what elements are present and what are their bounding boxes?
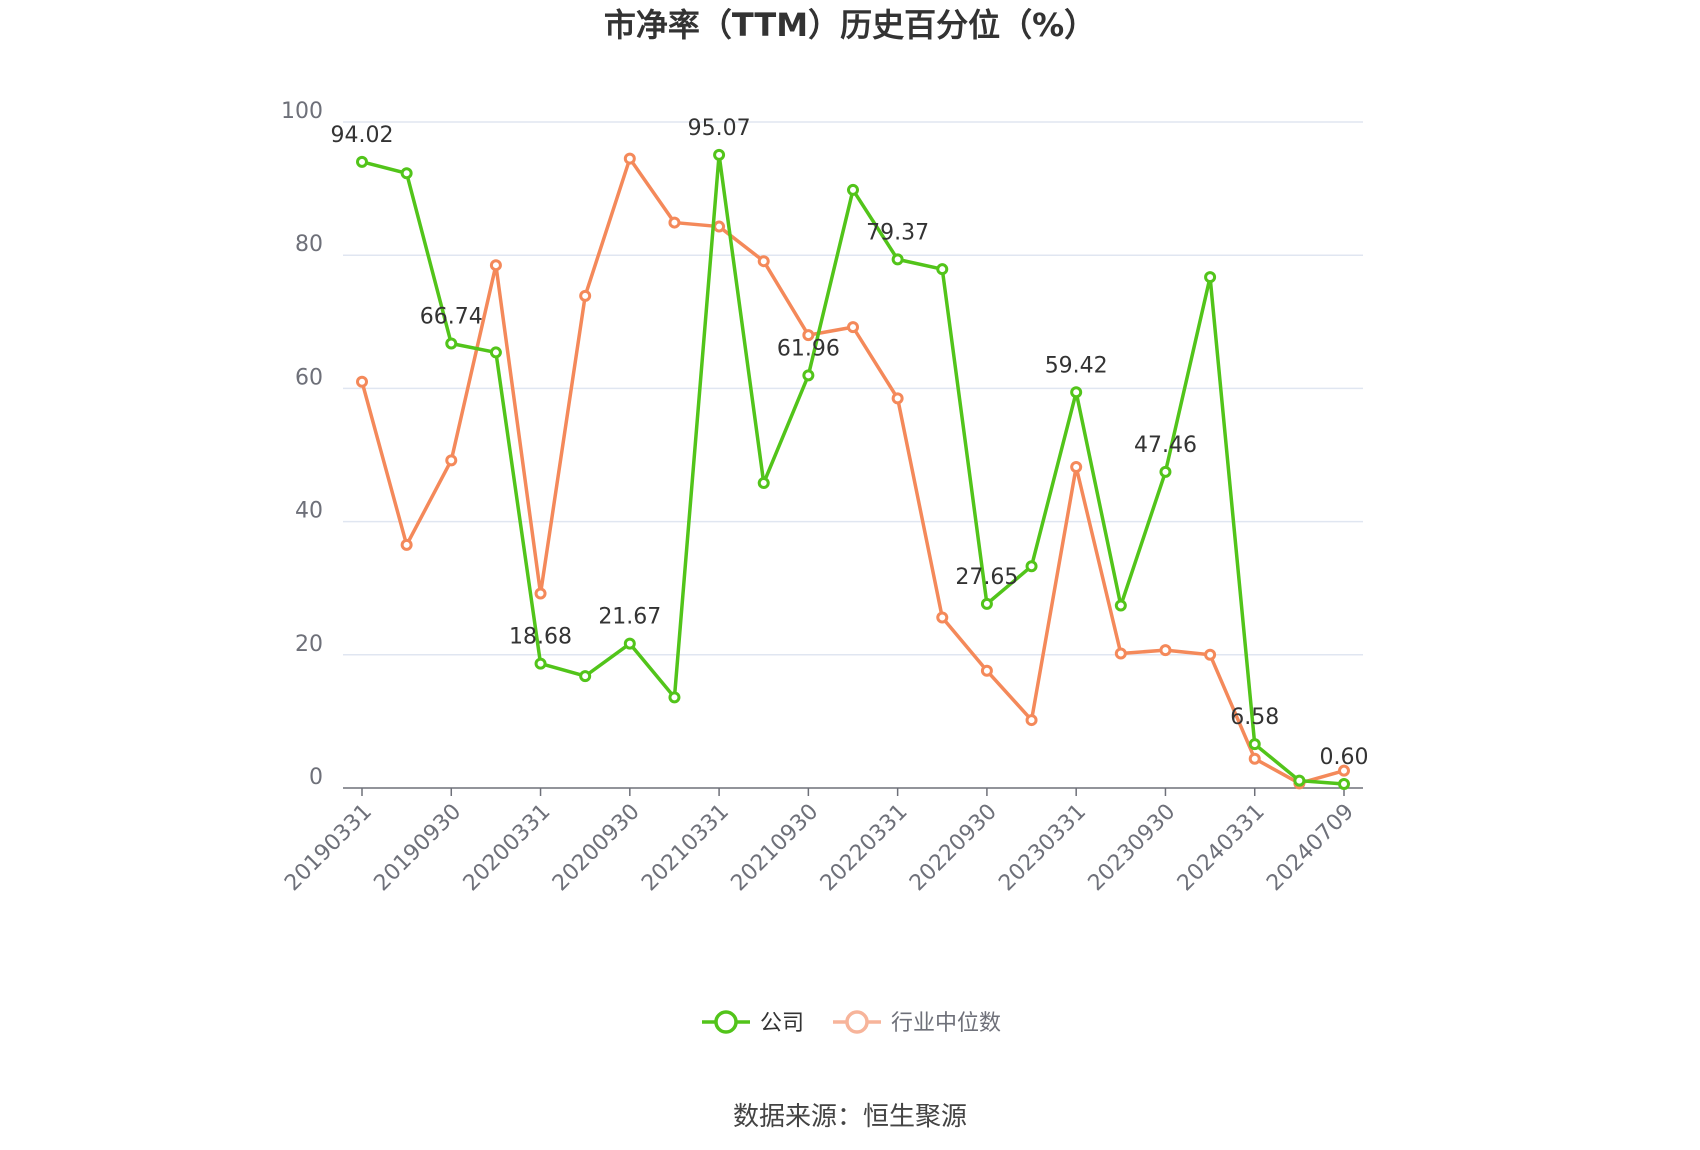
grid-lines (343, 121, 1363, 656)
data-point (579, 289, 592, 302)
x-tick-label: 20190331 (280, 799, 377, 896)
data-point (1248, 738, 1261, 751)
data-point (1338, 778, 1350, 791)
x-tick-label: 20210930 (726, 799, 823, 896)
legend-label: 公司 (760, 1011, 804, 1036)
data-point (356, 375, 368, 388)
data-point (579, 670, 592, 683)
data-point (1070, 386, 1083, 399)
series-line (361, 153, 1345, 786)
series-line (360, 156, 1345, 786)
data-point (668, 691, 681, 704)
data-label: 61.96 (777, 336, 840, 361)
data-point (891, 392, 904, 405)
legend-marker (845, 1010, 869, 1034)
data-point (1248, 752, 1261, 765)
y-tick-label: 20 (295, 632, 323, 657)
data-point (400, 167, 413, 180)
data-point (1159, 465, 1172, 478)
data-point (668, 216, 681, 229)
data-point (936, 611, 949, 624)
legend-marker (714, 1010, 738, 1034)
data-point (757, 476, 770, 489)
y-tick-label: 100 (281, 99, 323, 124)
data-point (1070, 460, 1083, 473)
data-point (713, 220, 726, 233)
data-point (1293, 774, 1306, 787)
data-label: 18.68 (509, 625, 572, 650)
data-point (891, 253, 904, 266)
data-point (534, 657, 547, 670)
data-point (980, 664, 993, 677)
x-tick-label: 20190930 (369, 799, 466, 896)
data-point (1159, 644, 1172, 657)
data-point (802, 369, 815, 382)
y-tick-label: 60 (295, 365, 323, 390)
data-point (713, 148, 726, 161)
data-point (623, 152, 636, 165)
chart-title: 市净率（TTM）历史百分位（%） (604, 6, 1096, 44)
x-axis: 2019033120190930202003312020093020210331… (280, 787, 1363, 896)
data-point (847, 183, 859, 196)
data-point (1338, 764, 1350, 777)
x-tick-label: 20210331 (637, 799, 734, 896)
data-point (445, 454, 458, 467)
x-tick-label: 20230331 (994, 799, 1091, 896)
data-point (1025, 714, 1038, 727)
source-note: 数据来源：恒生聚源 (733, 1102, 967, 1132)
data-point (757, 255, 770, 268)
data-point (1114, 647, 1127, 660)
y-axis: 0 20 40 60 80 100 (281, 99, 323, 790)
data-point (1114, 599, 1127, 612)
y-tick-label: 40 (295, 499, 323, 524)
data-label: 95.07 (688, 116, 751, 141)
data-point (623, 637, 636, 650)
data-point (489, 259, 502, 272)
x-tick-label: 20220930 (905, 799, 1002, 896)
series-group (356, 148, 1350, 791)
y-tick-label: 0 (309, 765, 323, 790)
data-label: 47.46 (1134, 433, 1197, 458)
data-point (802, 329, 815, 342)
x-tick-label: 20200930 (548, 799, 645, 896)
data-label: 94.02 (331, 123, 394, 148)
data-point (1204, 271, 1217, 284)
x-tick-label: 20240709 (1262, 799, 1359, 896)
x-tick-label: 20230930 (1084, 799, 1181, 896)
data-label: 27.65 (955, 565, 1018, 590)
data-point (1204, 648, 1217, 661)
data-label: 59.42 (1045, 353, 1108, 378)
data-labels: 94.02 66.74 18.68 21.67 95.07 61.96 79.37 27.65… (331, 116, 1369, 770)
legend[interactable]: 公司 行业中位数 (702, 1010, 1001, 1036)
data-label: 79.37 (866, 220, 929, 245)
x-tick-label: 20240331 (1173, 799, 1270, 896)
x-tick-label: 20200331 (459, 799, 556, 896)
x-tick-label: 20220331 (816, 799, 913, 896)
data-point (400, 538, 413, 551)
data-point (445, 337, 458, 350)
data-point (534, 587, 547, 600)
data-label: 21.67 (598, 605, 661, 630)
data-label: 66.74 (420, 305, 483, 330)
legend-label: 行业中位数 (891, 1011, 1001, 1036)
data-point (936, 263, 949, 276)
data-point (847, 321, 859, 334)
data-point (1025, 560, 1038, 573)
y-tick-label: 80 (295, 232, 323, 257)
data-point (356, 155, 368, 168)
data-point (489, 346, 502, 359)
data-label: 6.58 (1230, 705, 1279, 730)
data-label: 0.60 (1320, 745, 1369, 770)
data-point (980, 597, 993, 610)
